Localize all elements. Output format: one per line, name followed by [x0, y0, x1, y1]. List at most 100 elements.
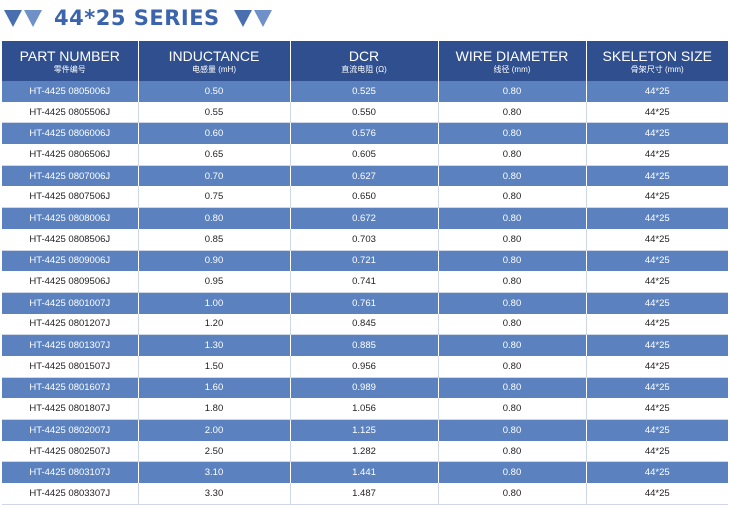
skeleton-size-cell: 44*25	[586, 271, 728, 293]
dcr-cell: 1.282	[290, 440, 439, 463]
wire-diameter-cell: 0.80	[438, 313, 587, 336]
wire-diameter-cell: 0.80	[438, 165, 587, 187]
wire-diameter-cell: 0.80	[438, 419, 587, 441]
title-right-triangles	[233, 9, 274, 27]
wire-diameter-cell: 0.80	[438, 144, 587, 166]
part-number-cell: HT-4425 0802007J	[2, 419, 139, 441]
inductance-cell: 0.70	[138, 165, 291, 187]
skeleton-size-cell: 44*25	[586, 250, 728, 272]
table-row: HT-4425 0801507J 1.50 0.956 0.80 44*25	[2, 355, 728, 378]
wire-diameter-cell: 0.80	[438, 355, 587, 378]
part-number-cell: HT-4425 0807506J	[2, 186, 139, 209]
inductance-cell: 0.60	[138, 122, 291, 145]
inductance-cell: 3.10	[138, 461, 291, 484]
part-number-cell: HT-4425 0805506J	[2, 101, 139, 124]
dcr-cell: 0.761	[290, 292, 439, 314]
table-row: HT-4425 0801207J 1.20 0.845 0.80 44*25	[2, 313, 728, 336]
part-number-cell: HT-4425 0805006J	[2, 81, 139, 102]
part-number-cell: HT-4425 0809506J	[2, 271, 139, 293]
table-row: HT-4425 0809006J 0.90 0.721 0.80 44*25	[2, 250, 728, 272]
inductance-cell: 0.55	[138, 101, 291, 124]
part-number-cell: HT-4425 0801507J	[2, 355, 139, 378]
wire-diameter-cell: 0.80	[438, 228, 587, 251]
inductance-cell: 1.60	[138, 377, 291, 399]
table-body: HT-4425 0805006J 0.50 0.525 0.80 44*25 HT-442…	[2, 81, 728, 505]
dcr-cell: 0.550	[290, 101, 439, 124]
skeleton-size-cell: 44*25	[586, 144, 728, 166]
header-sublabel: 线径 (mm)	[493, 64, 531, 74]
wire-diameter-cell: 0.80	[438, 250, 587, 272]
table-row: HT-4425 0808506J 0.85 0.703 0.80 44*25	[2, 228, 728, 251]
table-row: HT-4425 0801607J 1.60 0.989 0.80 44*25	[2, 377, 728, 399]
dcr-cell: 0.627	[290, 165, 439, 187]
part-number-cell: HT-4425 0807006J	[2, 165, 139, 187]
skeleton-size-cell: 44*25	[586, 165, 728, 187]
spec-table: PART NUMBER 零件编号 INDUCTANCE 电感量 (mH) DCR…	[2, 41, 728, 505]
header-sublabel: 骨架尺寸 (mm)	[630, 64, 684, 74]
wire-diameter-cell: 0.80	[438, 207, 587, 229]
header-skeleton-size: SKELETON SIZE 骨架尺寸 (mm)	[586, 41, 728, 81]
part-number-cell: HT-4425 0809006J	[2, 250, 139, 272]
dcr-cell: 0.703	[290, 228, 439, 251]
dcr-cell: 0.721	[290, 250, 439, 272]
skeleton-size-cell: 44*25	[586, 101, 728, 124]
skeleton-size-cell: 44*25	[586, 419, 728, 441]
header-part-number: PART NUMBER 零件编号	[2, 41, 139, 81]
series-title-bar: 44*25 SERIES	[0, 0, 730, 36]
triangle-down-icon	[233, 9, 252, 27]
skeleton-size-cell: 44*25	[586, 122, 728, 145]
skeleton-size-cell: 44*25	[586, 334, 728, 356]
part-number-cell: HT-4425 0801207J	[2, 313, 139, 336]
inductance-cell: 0.65	[138, 144, 291, 166]
skeleton-size-cell: 44*25	[586, 355, 728, 378]
header-inductance: INDUCTANCE 电感量 (mH)	[138, 41, 291, 81]
dcr-cell: 0.989	[290, 377, 439, 399]
dcr-cell: 0.672	[290, 207, 439, 229]
wire-diameter-cell: 0.80	[438, 377, 587, 399]
part-number-cell: HT-4425 0801007J	[2, 292, 139, 314]
wire-diameter-cell: 0.80	[438, 186, 587, 209]
inductance-cell: 0.95	[138, 271, 291, 293]
header-wire-diameter: WIRE DIAMETER 线径 (mm)	[438, 41, 587, 81]
wire-diameter-cell: 0.80	[438, 334, 587, 356]
inductance-cell: 0.85	[138, 228, 291, 251]
wire-diameter-cell: 0.80	[438, 398, 587, 421]
table-row: HT-4425 0805506J 0.55 0.550 0.80 44*25	[2, 101, 728, 124]
skeleton-size-cell: 44*25	[586, 377, 728, 399]
dcr-cell: 0.885	[290, 334, 439, 356]
part-number-cell: HT-4425 0801307J	[2, 334, 139, 356]
skeleton-size-cell: 44*25	[586, 186, 728, 209]
table-row: HT-4425 0807506J 0.75 0.650 0.80 44*25	[2, 186, 728, 209]
inductance-cell: 1.80	[138, 398, 291, 421]
inductance-cell: 0.80	[138, 207, 291, 229]
inductance-cell: 2.00	[138, 419, 291, 441]
title-left-triangles	[4, 9, 44, 27]
part-number-cell: HT-4425 0806506J	[2, 144, 139, 166]
header-label: INDUCTANCE	[168, 47, 260, 64]
dcr-cell: 1.487	[290, 483, 439, 505]
skeleton-size-cell: 44*25	[586, 292, 728, 314]
table-row: HT-4425 0809506J 0.95 0.741 0.80 44*25	[2, 271, 728, 293]
header-label: PART NUMBER	[19, 47, 120, 64]
part-number-cell: HT-4425 0801807J	[2, 398, 139, 421]
dcr-cell: 0.525	[290, 81, 439, 102]
part-number-cell: HT-4425 0803307J	[2, 483, 139, 505]
dcr-cell: 0.605	[290, 144, 439, 166]
skeleton-size-cell: 44*25	[586, 207, 728, 229]
header-label: WIRE DIAMETER	[455, 47, 569, 64]
triangle-down-icon	[24, 9, 42, 27]
table-row: HT-4425 0802007J 2.00 1.125 0.80 44*25	[2, 419, 728, 441]
skeleton-size-cell: 44*25	[586, 313, 728, 336]
table-row: HT-4425 0803307J 3.30 1.487 0.80 44*25	[2, 483, 728, 505]
skeleton-size-cell: 44*25	[586, 81, 728, 102]
wire-diameter-cell: 0.80	[438, 440, 587, 463]
dcr-cell: 1.056	[290, 398, 439, 421]
inductance-cell: 1.20	[138, 313, 291, 336]
table-row: HT-4425 0805006J 0.50 0.525 0.80 44*25	[2, 81, 728, 102]
header-sublabel: 电感量 (mH)	[192, 64, 236, 74]
skeleton-size-cell: 44*25	[586, 440, 728, 463]
part-number-cell: HT-4425 0801607J	[2, 377, 139, 399]
wire-diameter-cell: 0.80	[438, 292, 587, 314]
page-title: 44*25 SERIES	[54, 6, 220, 30]
inductance-cell: 2.50	[138, 440, 291, 463]
